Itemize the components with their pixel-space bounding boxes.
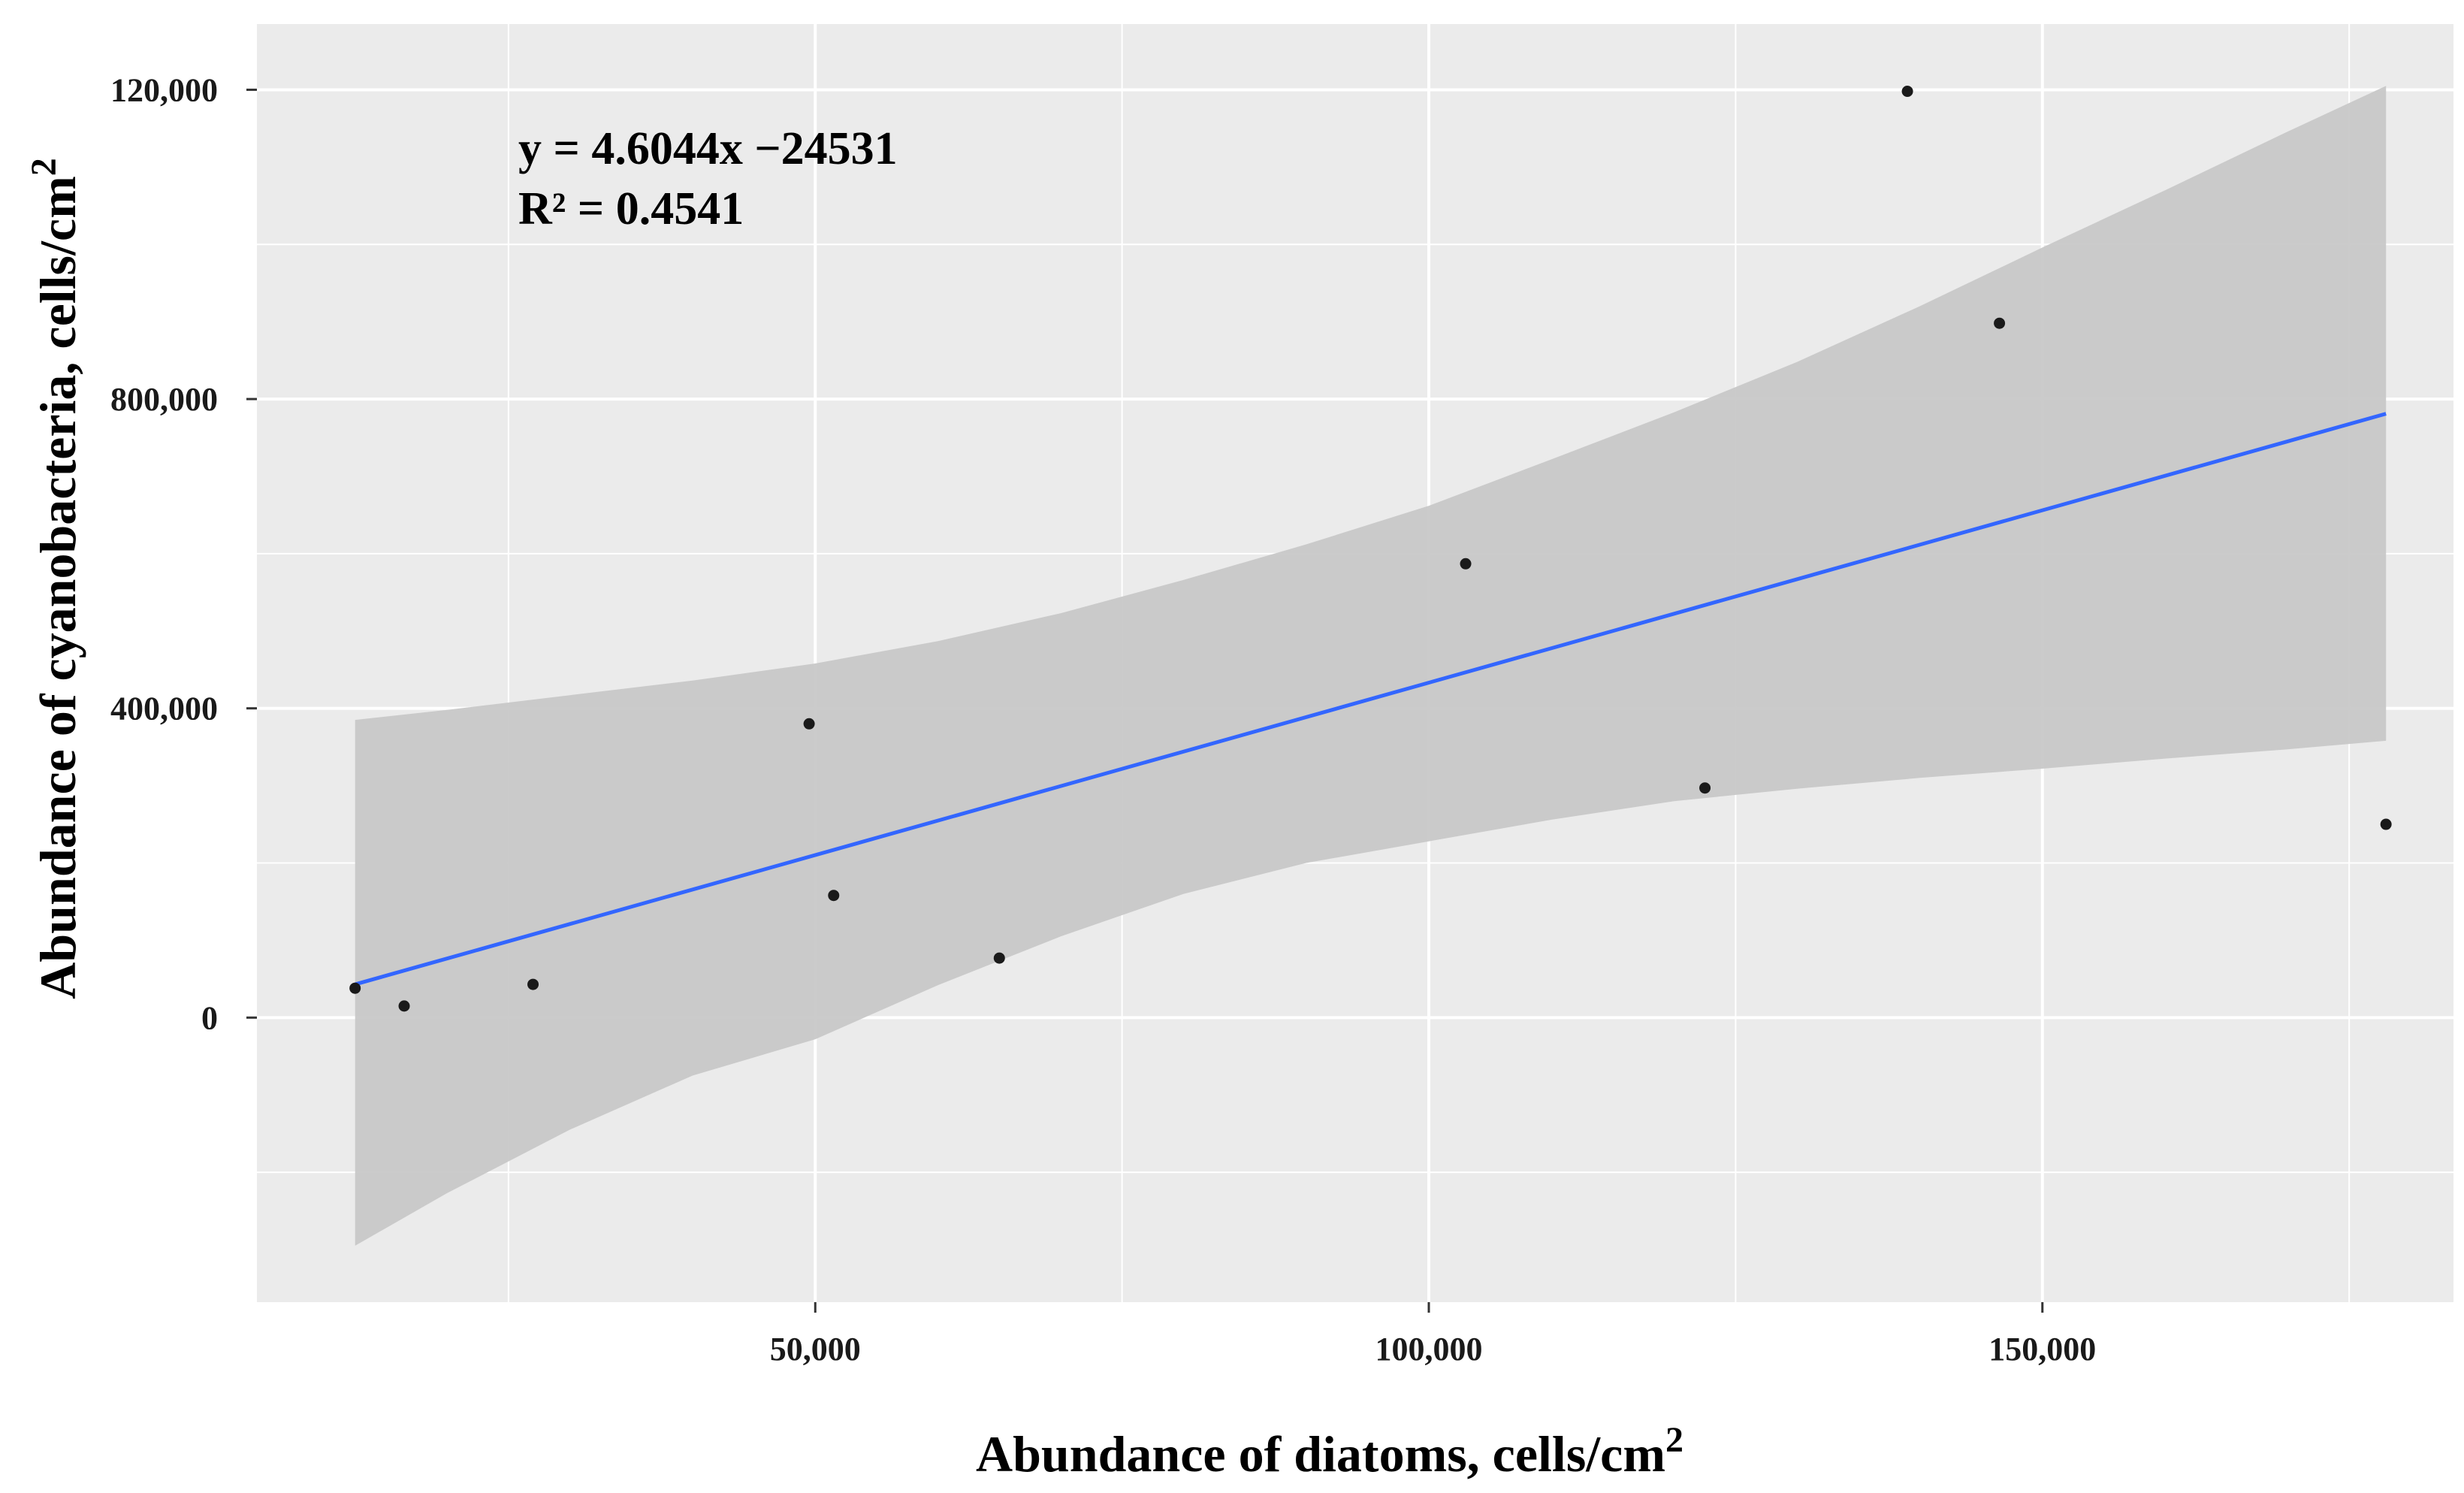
- data-point: [2380, 818, 2392, 830]
- data-point: [803, 718, 815, 730]
- y-axis-ticks: 0 400,000 800,000 120,000: [110, 71, 257, 1036]
- regression-equation: y = 4.6044x −24531: [518, 123, 898, 174]
- regression-line: [355, 412, 2387, 987]
- r-squared-label: R² = 0.4541: [518, 183, 744, 234]
- data-point: [398, 1000, 410, 1012]
- y-tick-label: 0: [201, 999, 218, 1036]
- y-tick-label: 400,000: [110, 691, 218, 727]
- x-axis-ticks: 50,000 100,000 150,000: [770, 1302, 2096, 1368]
- data-point: [1699, 782, 1711, 794]
- x-axis-title-text: Abundance of diatoms, cells/cm: [976, 1425, 1665, 1482]
- x-tick-label: 50,000: [770, 1331, 861, 1368]
- y-axis-title-text: Abundance of cyanobacteria, cells/cm: [29, 176, 86, 999]
- y-tick-label: 800,000: [110, 381, 218, 418]
- data-point: [527, 978, 539, 990]
- y-tick-label: 120,000: [110, 71, 218, 108]
- data-point: [828, 890, 840, 902]
- data-point: [1460, 558, 1472, 570]
- confidence-band: [355, 86, 2387, 1246]
- x-axis-title-superscript: 2: [1665, 1420, 1683, 1460]
- data-point: [349, 982, 361, 994]
- data-points: [349, 86, 2392, 1012]
- data-point: [993, 952, 1005, 964]
- x-axis-title: Abundance of diatoms, cells/cm2: [976, 1420, 1683, 1482]
- data-point: [1901, 86, 1913, 98]
- x-tick-label: 100,000: [1375, 1331, 1483, 1368]
- y-axis-title-superscript: 2: [24, 158, 64, 176]
- x-tick-label: 150,000: [1988, 1331, 2096, 1368]
- data-point: [1994, 317, 2006, 329]
- y-axis-title: Abundance of cyanobacteria, cells/cm2: [24, 158, 86, 999]
